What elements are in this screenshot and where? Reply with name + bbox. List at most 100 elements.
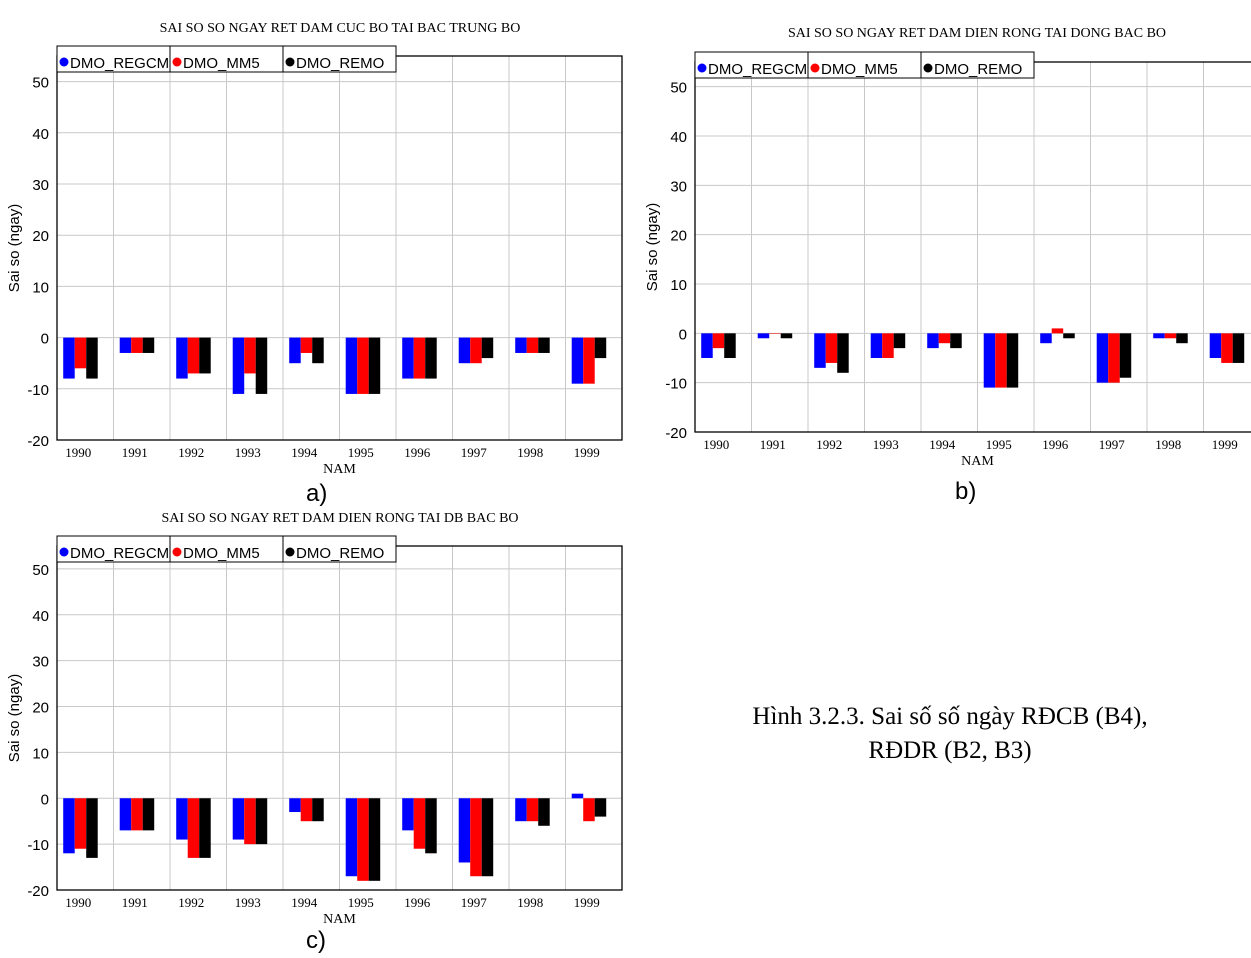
x-tick-label: 1993: [235, 445, 261, 460]
legend-marker: [697, 63, 707, 73]
chart-title: SAI SO SO NGAY RET DAM DIEN RONG TAI DB …: [161, 511, 518, 526]
bar-dmo-regcm: [402, 798, 414, 831]
x-tick-label: 1997: [461, 895, 488, 910]
bar-dmo-regcm: [571, 337, 584, 384]
bar-dmo-mm5: [74, 798, 87, 849]
y-tick-label: 40: [670, 129, 687, 146]
bar-dmo-mm5: [1108, 333, 1120, 383]
y-tick-label: 50: [32, 562, 49, 579]
caption-line-1: Hình 3.2.3. Sai số số ngày RĐCB (B4),: [752, 703, 1148, 730]
bar-dmo-regcm: [176, 337, 188, 379]
x-tick-label: 1991: [122, 895, 148, 910]
bar-dmo-regcm: [119, 337, 132, 353]
panel-label-a: a): [306, 480, 328, 507]
bar-dmo-regcm: [757, 333, 770, 339]
bar-dmo-remo: [538, 337, 550, 353]
bar-dmo-regcm: [814, 333, 826, 368]
legend-marker: [285, 57, 295, 67]
x-tick-label: 1992: [178, 445, 204, 460]
y-tick-label: 40: [32, 608, 49, 625]
y-tick-label: 50: [670, 80, 687, 97]
bar-dmo-mm5: [413, 337, 426, 379]
bar-dmo-regcm: [289, 337, 301, 364]
y-tick-label: -20: [665, 425, 687, 442]
x-tick-label: 1996: [404, 445, 431, 460]
y-tick-label: 20: [32, 228, 49, 245]
bar-dmo-regcm: [870, 333, 883, 358]
bar-dmo-mm5: [995, 333, 1007, 388]
bar-dmo-mm5: [244, 337, 256, 374]
bar-dmo-remo: [86, 337, 98, 379]
x-tick-label: 1996: [1042, 437, 1069, 452]
bar-dmo-regcm: [515, 337, 527, 353]
x-tick-label: 1999: [1212, 437, 1238, 452]
legend-label: DMO_MM5: [183, 545, 260, 562]
x-tick-label: 1995: [986, 437, 1012, 452]
bar-dmo-remo: [837, 333, 849, 373]
y-tick-label: -10: [27, 382, 49, 399]
x-tick-label: 1997: [461, 445, 488, 460]
bar-dmo-mm5: [583, 337, 595, 384]
bar-dmo-regcm: [63, 337, 75, 379]
bar-dmo-regcm: [927, 333, 939, 349]
bar-dmo-regcm: [402, 337, 414, 379]
legend-marker: [172, 57, 182, 67]
bar-dmo-mm5: [526, 337, 539, 353]
x-tick-label: 1998: [517, 895, 543, 910]
bar-dmo-mm5: [470, 337, 482, 364]
x-tick-label: 1993: [873, 437, 899, 452]
bar-dmo-regcm: [458, 798, 471, 863]
bar-dmo-regcm: [983, 333, 996, 388]
legend-label: DMO_MM5: [183, 55, 260, 72]
bar-dmo-regcm: [232, 337, 245, 394]
legend-label: DMO_REGCM: [70, 55, 169, 72]
y-tick-label: -20: [27, 433, 49, 450]
bar-dmo-mm5: [712, 333, 725, 349]
x-tick-label: 1990: [65, 445, 91, 460]
bar-dmo-mm5: [357, 337, 369, 394]
figure-caption: Hình 3.2.3. Sai số số ngày RĐCB (B4), RĐ…: [690, 700, 1210, 768]
bar-dmo-mm5: [825, 333, 838, 363]
y-axis-label: Sai so (ngay): [6, 204, 23, 292]
panel-label-c: c): [306, 927, 326, 954]
legend-label: DMO_MM5: [821, 61, 898, 78]
y-tick-label: -10: [665, 376, 687, 393]
bar-dmo-remo: [893, 333, 906, 349]
x-axis-label: NAM: [961, 454, 994, 469]
legend-marker: [923, 63, 933, 73]
x-tick-label: 1993: [235, 895, 261, 910]
bar-dmo-remo: [425, 798, 437, 854]
legend-label: DMO_REGCM: [708, 61, 807, 78]
bar-dmo-remo: [312, 798, 324, 822]
x-tick-label: 1991: [122, 445, 148, 460]
y-tick-label: 50: [32, 75, 49, 92]
y-tick-label: 10: [32, 745, 49, 762]
bar-dmo-remo: [425, 337, 437, 379]
legend-marker: [285, 547, 295, 557]
bar-dmo-remo: [1232, 333, 1245, 363]
bar-dmo-remo: [1006, 333, 1019, 388]
bar-dmo-remo: [86, 798, 98, 858]
bar-dmo-remo: [1176, 333, 1188, 344]
y-tick-label: 20: [670, 228, 687, 245]
bar-dmo-mm5: [470, 798, 482, 877]
bar-dmo-mm5: [769, 333, 781, 334]
bar-dmo-mm5: [131, 337, 143, 353]
panel-label-b: b): [955, 478, 977, 505]
bar-dmo-remo: [780, 333, 793, 339]
bar-dmo-regcm: [515, 798, 527, 822]
bar-dmo-mm5: [1164, 333, 1177, 339]
x-tick-label: 1998: [517, 445, 543, 460]
bar-dmo-regcm: [1040, 333, 1052, 344]
bar-dmo-regcm: [701, 333, 713, 358]
bar-dmo-remo: [142, 337, 155, 353]
x-tick-label: 1992: [178, 895, 204, 910]
legend-box: [920, 51, 1035, 79]
y-tick-label: 10: [32, 279, 49, 296]
y-tick-label: 30: [670, 178, 687, 195]
bar-dmo-mm5: [131, 798, 143, 831]
bar-dmo-remo: [368, 337, 381, 394]
y-tick-label: 30: [32, 654, 49, 671]
bar-dmo-remo: [1119, 333, 1132, 378]
